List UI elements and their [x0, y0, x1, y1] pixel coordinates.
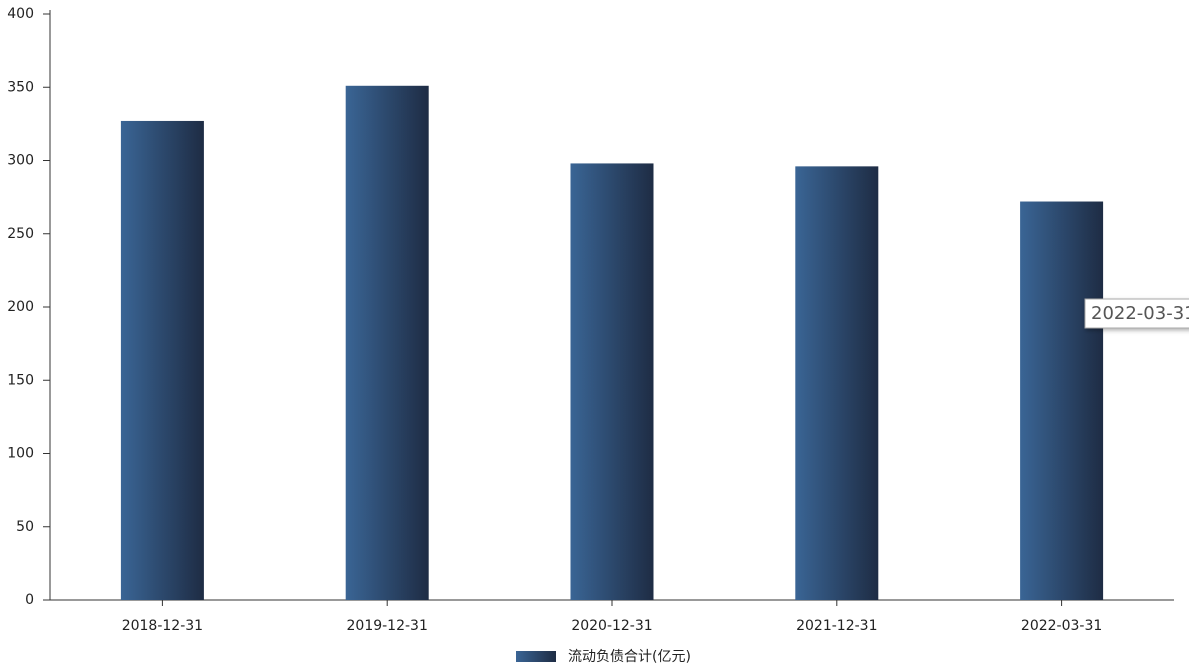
- tooltip: 2022-03-31: [1084, 298, 1189, 329]
- x-tick-label: 2018-12-31: [122, 618, 203, 634]
- legend-label: 流动负债合计(亿元): [568, 649, 691, 665]
- y-tick-label: 400: [7, 6, 34, 22]
- y-tick-label: 100: [7, 446, 34, 462]
- y-tick-label: 50: [16, 519, 34, 535]
- y-tick-label: 0: [25, 592, 34, 608]
- bar: [795, 166, 879, 601]
- x-tick-label: 2021-12-31: [796, 618, 877, 634]
- y-tick-label: 350: [7, 79, 34, 95]
- x-tick-label: 2019-12-31: [347, 618, 428, 634]
- bar: [570, 163, 654, 600]
- x-tick-label: 2020-12-31: [571, 618, 652, 634]
- bar: [1020, 201, 1104, 600]
- y-tick-label: 150: [7, 372, 34, 388]
- y-tick-label: 300: [7, 153, 34, 169]
- tooltip-text: 2022-03-31: [1091, 303, 1189, 324]
- y-tick-label: 200: [7, 299, 34, 315]
- tooltip-box: [1084, 298, 1189, 329]
- bar: [120, 120, 204, 600]
- x-tick-label: 2022-03-31: [1021, 618, 1102, 634]
- y-tick-label: 250: [7, 226, 34, 242]
- bar: [345, 85, 429, 600]
- legend-swatch: [516, 651, 556, 662]
